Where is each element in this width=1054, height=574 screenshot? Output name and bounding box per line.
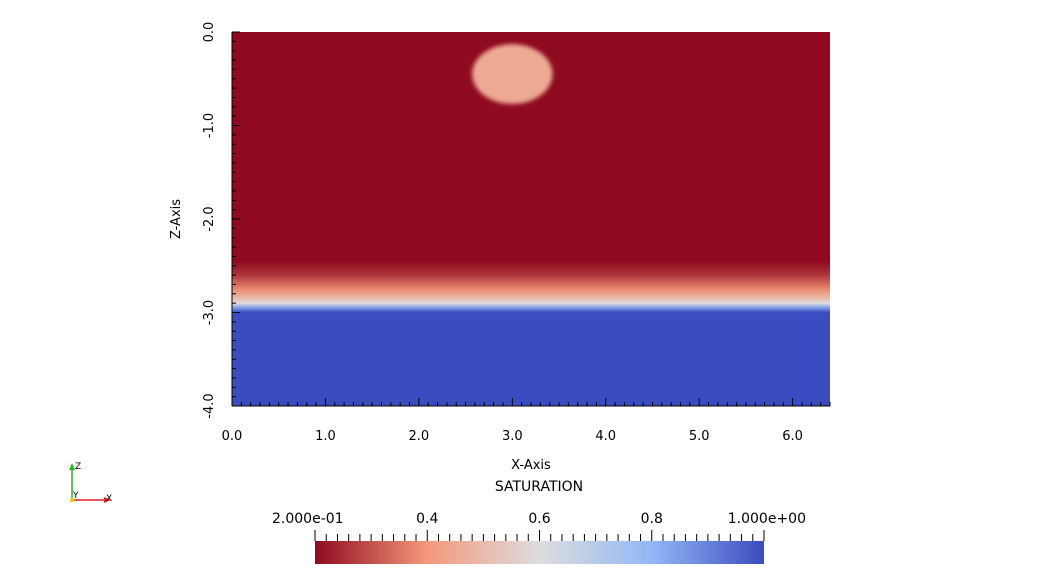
- y-tick-label: -1.0: [202, 113, 217, 138]
- orient-x-label: X: [106, 494, 112, 504]
- saturation-blob: [472, 44, 553, 104]
- x-arrow-head: [104, 497, 111, 503]
- colorbar-title: SATURATION: [495, 479, 583, 495]
- colorbar-ticks: 2.000e-01 0.4 0.6 0.8 1.000e+00: [272, 511, 806, 541]
- plot-area: 0.0 1.0 2.0 3.0 4.0 5.0 6.0 0.0 -1.0 -2.0 -3.0 -4.…: [202, 22, 831, 444]
- colorbar-tick-label: 0.6: [528, 511, 550, 527]
- y-axis: 0.0 -1.0 -2.0 -3.0 -4.0: [202, 22, 240, 419]
- colorbar: SATURATION 2.000e-01 0.4 0.6 0.8 1.000e+00: [272, 479, 806, 564]
- orientation-axes-widget: Z Y X: [69, 462, 112, 504]
- x-tick-label: 5.0: [689, 429, 710, 444]
- y-axis-label: Z-Axis: [169, 199, 184, 239]
- y-tick-label: 0.0: [202, 22, 217, 43]
- orient-y-label: Y: [72, 491, 79, 501]
- colorbar-tick-label: 0.8: [641, 511, 663, 527]
- y-tick-label: -4.0: [202, 393, 217, 418]
- x-tick-label: 0.0: [222, 429, 243, 444]
- x-tick-label: 4.0: [595, 429, 616, 444]
- x-tick-label: 3.0: [502, 429, 523, 444]
- x-tick-label: 6.0: [782, 429, 803, 444]
- colorbar-tick-label: 0.4: [416, 511, 438, 527]
- y-tick-label: -2.0: [202, 206, 217, 231]
- y-tick-label: -3.0: [202, 300, 217, 325]
- z-arrow-head: [69, 463, 75, 470]
- y-axis-dot: [69, 497, 75, 503]
- x-tick-label: 1.0: [315, 429, 336, 444]
- orient-z-label: Z: [75, 462, 81, 472]
- colorbar-gradient-bar: [315, 541, 764, 564]
- x-tick-label: 2.0: [409, 429, 430, 444]
- x-axis-label: X-Axis: [511, 458, 551, 473]
- colorbar-tick-label: 1.000e+00: [728, 511, 806, 527]
- colorbar-tick-label: 2.000e-01: [272, 511, 344, 527]
- x-axis: 0.0 1.0 2.0 3.0 4.0 5.0 6.0: [222, 398, 831, 444]
